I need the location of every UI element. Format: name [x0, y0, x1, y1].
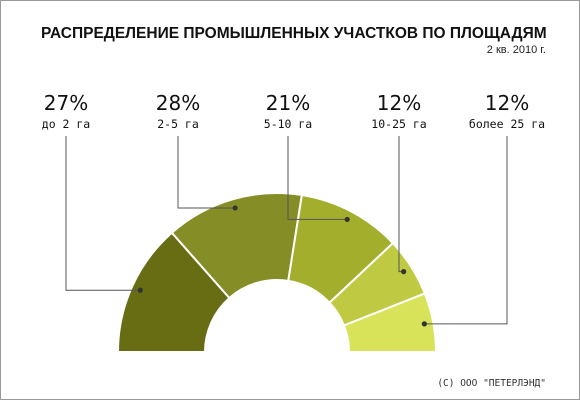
leader-line-4: [424, 136, 508, 325]
slice-label-2: 5-10 га: [264, 117, 312, 131]
labels-group: 27% до 2 га 28% 2-5 га 21% 5-10 га 12% 10-25 га…: [42, 91, 545, 131]
leader-line-0: [65, 136, 141, 291]
leader-dot-3: [401, 269, 407, 275]
slice-label-3: 10-25 га: [371, 117, 426, 131]
slice-1: [170, 192, 304, 300]
chart-subtitle: 2 кв. 2010 г.: [486, 44, 546, 56]
slice-4: [342, 292, 438, 353]
slice-label-0: до 2 га: [42, 117, 90, 131]
leader-line-2: [287, 136, 348, 220]
leader-dot-4: [421, 321, 427, 327]
slice-value-4: 12%: [485, 91, 529, 115]
leader-dot-1: [232, 205, 238, 211]
slice-value-2: 21%: [266, 91, 310, 115]
slice-label-4: более 25 га: [469, 117, 545, 131]
copyright-text: (C) ООО "ПЕТЕРЛЭНД": [437, 378, 546, 389]
leader-dot-0: [137, 287, 143, 293]
leader-dot-2: [344, 216, 350, 223]
slices-group: [116, 192, 438, 353]
leaders-group: [65, 136, 508, 327]
slice-value-3: 12%: [377, 91, 421, 115]
slice-label-1: 2-5 га: [157, 117, 199, 131]
leader-line-1: [177, 136, 236, 209]
slice-value-0: 27%: [44, 91, 88, 115]
chart-title: РАСПРЕДЕЛЕНИЕ ПРОМЫШЛЕННЫХ УЧАСТКОВ ПО П…: [41, 25, 547, 42]
slice-value-1: 28%: [156, 91, 200, 115]
